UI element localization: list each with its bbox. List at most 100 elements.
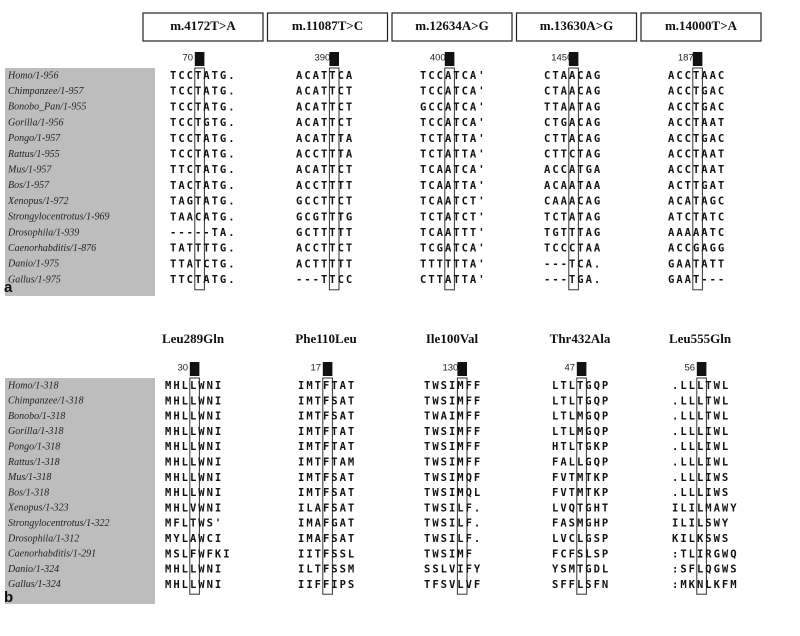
sequence-row: MHLLWNI [165,564,223,576]
sequence-row: TCAATTA' [420,180,487,192]
sequence-row: TAACATG. [170,211,237,223]
sequence-row: CTAACAG [544,86,602,98]
sequence-row: CTTCTAG [544,149,602,161]
sequence-row: ATCTATC [668,211,726,223]
species-name: Mus/1-318 [7,472,51,483]
species-column [5,378,155,604]
sequence-row: :MKNLKFM [672,579,739,591]
sequence-row: .LLLIWS [672,472,730,484]
species-name: Pongo/1-957 [7,133,61,144]
species-name: Drosophila/1-312 [7,533,79,544]
sequence-row: IMAFSAT [298,533,356,545]
sequence-row: CTTACAG [544,133,602,145]
variant-column [194,67,205,291]
sequence-row: ACATTCT [296,86,354,98]
position-number: 400 [430,53,446,64]
sequence-row: CTAACAG [544,70,602,82]
sequence-row: TTCTATG. [170,274,237,286]
header-box [391,12,513,42]
sequence-row: GAAT--- [668,274,726,286]
sequence-row: TWSIMF [424,548,474,560]
sequence-row: GCTTTTT [296,227,354,239]
species-name: Bos/1-318 [8,487,49,498]
sequence-row: CTGACAG [544,117,602,129]
sequence-row: ACATTCT [296,117,354,129]
sequence-row: ACTTGAT [668,180,726,192]
sequence-row: FCFSLSP [552,548,610,560]
sequence-row: MHLLWNI [165,472,223,484]
sequence-row: ACCTAAC [668,70,726,82]
species-name: Bonobo/1-318 [8,411,65,422]
sequence-row: YSMTGDL [552,564,610,576]
sequence-row: TCCTATG. [170,133,237,145]
sequence-row: TWSILF. [424,533,482,545]
alignment-header: Leu289Gln [162,331,225,346]
sequence-row: ACCTTTA [296,149,354,161]
sequence-row: TWSIMFF [424,441,482,453]
species-name: Gallus/1-975 [8,274,61,285]
sequence-row: ---TTCC [296,274,354,286]
sequence-row: TCTATTA' [420,149,487,161]
species-name: Rattus/1-318 [7,457,60,468]
sequence-row: TCCTATG. [170,101,237,113]
species-name: Caenorhabditis/1-876 [8,243,96,254]
sequence-row: TWAIMFF [424,411,482,423]
sequence-row: ACCTAAT [668,149,726,161]
sequence-row: ACATTCT [296,101,354,113]
variant-marker [692,52,703,66]
sequence-row: FVTMTKP [552,487,610,499]
sequence-row: MHLLWNI [165,487,223,499]
variant-column [576,377,587,595]
sequence-row: TCTATCT' [420,211,487,223]
sequence-row: TCCTATG. [170,86,237,98]
header-box [640,12,762,42]
alignment-header: m.14000T>A [665,18,738,33]
sequence-row: IIFFIPS [298,579,356,591]
sequence-row: MYLAWCI [165,533,223,545]
sequence-row: TTTTTTA' [420,258,487,270]
sequence-row: .LLLIWL [672,457,730,469]
sequence-row: ACCTTCT [296,243,354,255]
sequence-row: .LLLTWL [672,395,730,407]
sequence-row: KILKSWS [672,533,730,545]
sequence-row: TCCATCA' [420,86,487,98]
sequence-row: LTLMGQP [552,426,610,438]
sequence-row: TAGTATG. [170,196,237,208]
sequence-row: TCCTATG. [170,70,237,82]
sequence-row: ACCTAAT [668,117,726,129]
alignment-header: m.4172T>A [170,18,236,33]
alignment-header: Ile100Val [426,331,479,346]
alignment-header: Thr432Ala [550,331,611,346]
sequence-row: ---TCA. [544,258,602,270]
position-number: 17 [311,363,322,374]
position-number: 56 [685,363,696,374]
alignment-header: Phe110Leu [295,331,356,346]
species-name: Xenopus/1-323 [7,503,69,514]
species-name: Strongylocentrotus/1-322 [8,518,109,529]
sequence-row: TCTATTA' [420,133,487,145]
sequence-row: TWSIMFF [424,426,482,438]
species-name: Chimpanzee/1-957 [8,86,85,97]
sequence-row: ACCTAAT [668,164,726,176]
sequence-row: IMTFTAT [298,380,356,392]
species-name: Danio/1-324 [7,564,59,575]
sequence-row: :TLIRGWQ [672,548,739,560]
sequence-row: FALLGQP [552,457,610,469]
sequence-row: MHLLWNI [165,426,223,438]
sequence-row: FVTMTKP [552,472,610,484]
alignment-header: m.12634A>G [415,18,489,33]
sequence-row: ---TGA. [544,274,602,286]
species-name: Homo/1-956 [7,70,59,81]
sequence-row: .LLLTWL [672,380,730,392]
sequence-row: LTLTGQP [552,395,610,407]
sequence-row: IMTFSAT [298,411,356,423]
sequence-row: SSLVIFY [424,564,482,576]
sequence-row: HTLTGKP [552,441,610,453]
sequence-row: ACCATGA [544,164,602,176]
sequence-row: .LLLTWL [672,411,730,423]
sequence-row: TCCTATG. [170,149,237,161]
sequence-row: ACCTGAC [668,86,726,98]
variant-marker [322,362,333,376]
header-box [515,12,638,42]
